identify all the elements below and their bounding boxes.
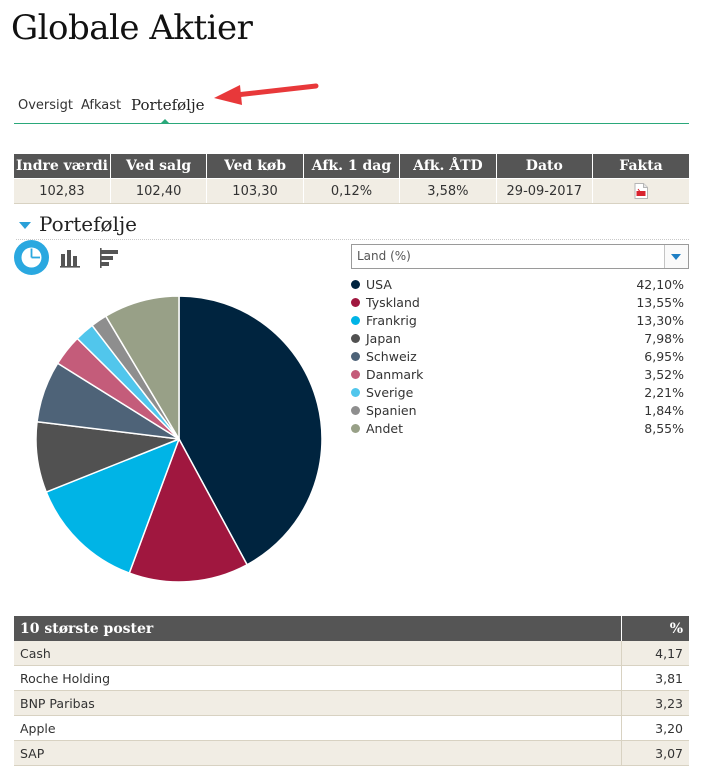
breakdown-select-value: Land (%): [357, 249, 411, 263]
tab-bar: Oversigt Afkast Portefølje: [14, 90, 689, 124]
legend-swatch: [351, 424, 360, 433]
holding-pct: 3,07: [620, 740, 689, 766]
header-fakta: Fakta: [592, 154, 689, 179]
legend-swatch: [351, 316, 360, 325]
header-afk-1-dag: Afk. 1 dag: [302, 154, 401, 179]
legend-value: 7,98%: [644, 331, 684, 346]
legend-item-japan: Japan 7,98%: [351, 330, 684, 348]
section-title: Portefølje: [39, 212, 137, 236]
table-row: Apple 3,20: [14, 715, 689, 741]
value-indre-vaerdi: 102,83: [14, 178, 111, 204]
pdf-icon[interactable]: [634, 183, 649, 199]
tab-afkast[interactable]: Afkast: [81, 98, 122, 113]
value-ved-salg: 102,40: [110, 178, 208, 204]
breakdown-select[interactable]: Land (%): [351, 244, 689, 269]
key-figures-row: 102,83 102,40 103,30 0,12% 3,58% 29-09-2…: [14, 178, 689, 204]
chevron-down-icon: [671, 254, 681, 260]
key-figures-table: Indre værdi Ved salg Ved køb Afk. 1 dag …: [14, 154, 689, 204]
holding-pct: 3,81: [620, 665, 689, 691]
legend-value: 6,95%: [644, 349, 684, 364]
legend-item-danmark: Danmark 3,52%: [351, 366, 684, 384]
pie-slice-frankrig[interactable]: [45, 438, 180, 574]
active-tab-indicator: [160, 119, 170, 124]
holding-pct: 3,23: [620, 690, 689, 716]
fakta-cell: [592, 178, 689, 204]
legend-value: 42,10%: [636, 277, 684, 292]
legend-label: Sverige: [366, 385, 414, 400]
legend-value: 1,84%: [644, 403, 684, 418]
value-afk-aatd: 3,58%: [399, 178, 497, 204]
header-ved-salg: Ved salg: [109, 154, 208, 179]
value-dato: 29-09-2017: [496, 178, 594, 204]
legend-value: 8,55%: [644, 421, 684, 436]
holding-pct: 3,20: [620, 715, 689, 741]
pie-slice-andet[interactable]: [105, 295, 180, 440]
bar-chart-icon: [60, 250, 80, 268]
legend-swatch: [351, 406, 360, 415]
table-row: BNP Paribas 3,23: [14, 690, 689, 716]
bar-view-button[interactable]: [58, 245, 84, 271]
top-holdings-table: 10 største poster % Cash 4,17 Roche Hold…: [14, 616, 689, 766]
legend-label: Tyskland: [366, 295, 420, 310]
legend-label: Schweiz: [366, 349, 417, 364]
value-ved-koeb: 103,30: [206, 178, 304, 204]
header-dato: Dato: [495, 154, 594, 179]
legend-item-schweiz: Schweiz 6,95%: [351, 348, 684, 366]
header-afk-aatd: Afk. ÅTD: [399, 154, 497, 179]
select-toggle-button[interactable]: [664, 245, 688, 268]
pie-slice-usa[interactable]: [178, 295, 323, 566]
legend-value: 3,52%: [644, 367, 684, 382]
legend-swatch: [351, 370, 360, 379]
pie-view-button[interactable]: [14, 240, 49, 275]
holding-name: Apple: [14, 715, 621, 741]
legend-label: Frankrig: [366, 313, 417, 328]
holding-name: BNP Paribas: [14, 690, 621, 716]
legend-swatch: [351, 388, 360, 397]
table-row: Roche Holding 3,81: [14, 665, 689, 691]
holding-pct: 4,17: [620, 641, 689, 666]
legend-label: USA: [366, 277, 392, 292]
legend-swatch: [351, 334, 360, 343]
legend-item-andet: Andet 8,55%: [351, 420, 684, 438]
legend-value: 13,30%: [636, 313, 684, 328]
legend-value: 2,21%: [644, 385, 684, 400]
chart-legend: USA 42,10% Tyskland 13,55% Frankrig 13,30% Jap…: [351, 276, 684, 438]
country-pie-chart: [35, 295, 323, 583]
legend-item-usa: USA 42,10%: [351, 276, 684, 294]
legend-swatch: [351, 280, 360, 289]
table-row: Cash 4,17: [14, 641, 689, 666]
annotation-arrow-icon: [214, 83, 319, 105]
value-afk-1-dag: 0,12%: [303, 178, 401, 204]
legend-value: 13,55%: [636, 295, 684, 310]
header-indre-vaerdi: Indre værdi: [14, 154, 111, 179]
holding-name: Roche Holding: [14, 665, 621, 691]
header-holding-pct: %: [620, 616, 689, 641]
legend-label: Spanien: [366, 403, 417, 418]
legend-item-spanien: Spanien 1,84%: [351, 402, 684, 420]
holding-name: Cash: [14, 641, 621, 666]
horizontal-bar-chart-icon: [100, 248, 118, 268]
collapse-caret-icon[interactable]: [19, 222, 31, 229]
legend-item-tyskland: Tyskland 13,55%: [351, 294, 684, 312]
header-ved-koeb: Ved køb: [206, 154, 304, 179]
header-holding-name: 10 største poster: [14, 616, 621, 641]
legend-label: Japan: [366, 331, 401, 346]
pie-slice-tyskland[interactable]: [128, 438, 248, 583]
legend-label: Andet: [366, 421, 403, 436]
legend-item-sverige: Sverige 2,21%: [351, 384, 684, 402]
horizontal-bar-view-button[interactable]: [97, 245, 123, 271]
legend-label: Danmark: [366, 367, 424, 382]
portfolio-section-header[interactable]: Portefølje: [16, 212, 689, 240]
pie-chart-icon: [21, 247, 42, 268]
page-title: Globale Aktier: [11, 8, 253, 48]
tab-oversigt[interactable]: Oversigt: [18, 98, 74, 113]
legend-swatch: [351, 298, 360, 307]
legend-swatch: [351, 352, 360, 361]
tab-portefolje[interactable]: Portefølje: [131, 96, 205, 114]
legend-item-frankrig: Frankrig 13,30%: [351, 312, 684, 330]
